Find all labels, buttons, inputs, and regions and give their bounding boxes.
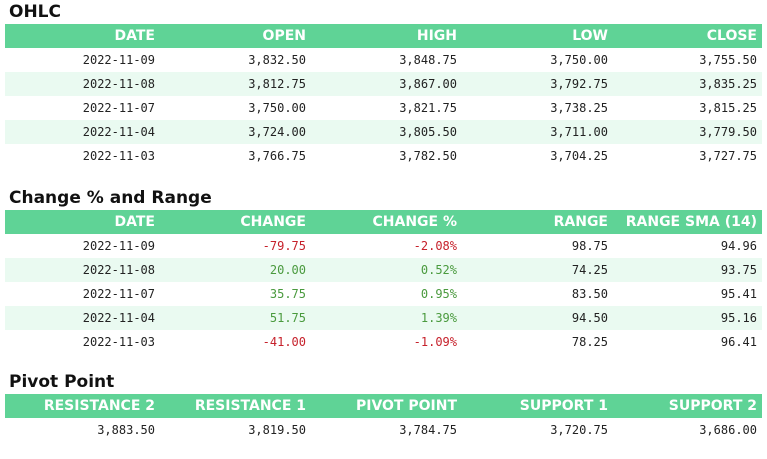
change-header-change: CHANGE (160, 210, 311, 234)
table-row: 2022-11-03 -41.00 -1.09% 78.25 96.41 (5, 330, 762, 354)
pivot-header-row: RESISTANCE 2 RESISTANCE 1 PIVOT POINT SU… (5, 394, 762, 418)
change-cell-date: 2022-11-07 (82, 287, 155, 301)
pivot-cell-support-2: 3,686.00 (699, 423, 757, 437)
change-cell-change-pct: -1.09% (413, 335, 457, 349)
pivot-header-resistance-1: RESISTANCE 1 (160, 394, 311, 418)
change-cell-date: 2022-11-09 (82, 239, 155, 253)
change-cell-range: 94.50 (462, 306, 613, 330)
change-cell-range-sma: 95.41 (720, 287, 757, 301)
ohlc-cell-low: 3,750.00 (550, 53, 608, 67)
change-cell-change-pct: -2.08% (413, 239, 457, 253)
pivot-cell-resistance-2: 3,883.50 (97, 423, 155, 437)
change-cell-date: 2022-11-04 (5, 306, 160, 330)
ohlc-header-date: DATE (5, 24, 160, 48)
table-row: 2022-11-04 3,724.00 3,805.50 3,711.00 3,… (5, 120, 762, 144)
pivot-cell-support-1: 3,720.75 (550, 423, 608, 437)
ohlc-cell-close: 3,727.75 (699, 149, 757, 163)
ohlc-header-row: DATE OPEN HIGH LOW CLOSE (5, 24, 762, 48)
ohlc-cell-open: 3,766.75 (248, 149, 306, 163)
change-cell-change-pct: 0.52% (311, 258, 462, 282)
table-row: 3,883.50 3,819.50 3,784.75 3,720.75 3,68… (5, 418, 762, 442)
pivot-cell-pivot-point: 3,784.75 (399, 423, 457, 437)
change-cell-date: 2022-11-03 (82, 335, 155, 349)
ohlc-cell-date: 2022-11-08 (5, 72, 160, 96)
ohlc-cell-high: 3,848.75 (399, 53, 457, 67)
ohlc-cell-open: 3,832.50 (248, 53, 306, 67)
ohlc-title: OHLC (9, 2, 61, 22)
table-row: 2022-11-08 20.00 0.52% 74.25 93.75 (5, 258, 762, 282)
ohlc-cell-low: 3,711.00 (462, 120, 613, 144)
change-cell-range-sma: 94.96 (720, 239, 757, 253)
change-cell-change: 20.00 (160, 258, 311, 282)
ohlc-cell-close: 3,815.25 (699, 101, 757, 115)
change-cell-range-sma: 93.75 (613, 258, 762, 282)
pivot-header-resistance-2: RESISTANCE 2 (5, 394, 160, 418)
ohlc-cell-close: 3,779.50 (613, 120, 762, 144)
ohlc-cell-open: 3,812.75 (160, 72, 311, 96)
ohlc-cell-low: 3,704.25 (550, 149, 608, 163)
pivot-table: RESISTANCE 2 RESISTANCE 1 PIVOT POINT SU… (5, 394, 762, 442)
table-row: 2022-11-07 35.75 0.95% 83.50 95.41 (5, 282, 762, 306)
change-cell-range: 78.25 (571, 335, 608, 349)
change-header-change-pct: CHANGE % (311, 210, 462, 234)
change-header-row: DATE CHANGE CHANGE % RANGE RANGE SMA (14… (5, 210, 762, 234)
change-header-range-sma: RANGE SMA (14) (613, 210, 762, 234)
change-cell-change: 51.75 (160, 306, 311, 330)
ohlc-cell-date: 2022-11-09 (82, 53, 155, 67)
ohlc-header-close: CLOSE (613, 24, 762, 48)
pivot-header-support-2: SUPPORT 2 (613, 394, 762, 418)
change-cell-range-sma: 95.16 (613, 306, 762, 330)
change-table: DATE CHANGE CHANGE % RANGE RANGE SMA (14… (5, 210, 762, 354)
ohlc-section: OHLC DATE OPEN HIGH LOW CLOSE 2022-11-09… (0, 0, 767, 168)
change-cell-range: 98.75 (571, 239, 608, 253)
ohlc-cell-high: 3,805.50 (311, 120, 462, 144)
ohlc-cell-high: 3,821.75 (399, 101, 457, 115)
table-row: 2022-11-03 3,766.75 3,782.50 3,704.25 3,… (5, 144, 762, 168)
ohlc-table: DATE OPEN HIGH LOW CLOSE 2022-11-09 3,83… (5, 24, 762, 168)
pivot-cell-resistance-1: 3,819.50 (248, 423, 306, 437)
change-cell-change-pct: 1.39% (311, 306, 462, 330)
table-row: 2022-11-09 3,832.50 3,848.75 3,750.00 3,… (5, 48, 762, 72)
change-section: Change % and Range DATE CHANGE CHANGE % … (0, 186, 767, 354)
pivot-section: Pivot Point RESISTANCE 2 RESISTANCE 1 PI… (0, 370, 767, 442)
change-cell-change-pct: 0.95% (420, 287, 457, 301)
change-header-date: DATE (5, 210, 160, 234)
table-row: 2022-11-08 3,812.75 3,867.00 3,792.75 3,… (5, 72, 762, 96)
ohlc-cell-open: 3,724.00 (160, 120, 311, 144)
table-row: 2022-11-04 51.75 1.39% 94.50 95.16 (5, 306, 762, 330)
ohlc-header-open: OPEN (160, 24, 311, 48)
ohlc-header-high: HIGH (311, 24, 462, 48)
change-cell-change: -79.75 (262, 239, 306, 253)
pivot-title: Pivot Point (9, 372, 115, 392)
ohlc-cell-low: 3,792.75 (462, 72, 613, 96)
change-cell-range: 74.25 (462, 258, 613, 282)
ohlc-cell-close: 3,755.50 (699, 53, 757, 67)
ohlc-cell-high: 3,782.50 (399, 149, 457, 163)
change-cell-range-sma: 96.41 (720, 335, 757, 349)
change-header-range: RANGE (462, 210, 613, 234)
ohlc-cell-date: 2022-11-07 (82, 101, 155, 115)
pivot-header-pivot-point: PIVOT POINT (311, 394, 462, 418)
ohlc-header-low: LOW (462, 24, 613, 48)
pivot-header-support-1: SUPPORT 1 (462, 394, 613, 418)
change-cell-date: 2022-11-08 (5, 258, 160, 282)
change-cell-range: 83.50 (571, 287, 608, 301)
change-cell-change: 35.75 (269, 287, 306, 301)
ohlc-cell-open: 3,750.00 (248, 101, 306, 115)
ohlc-cell-high: 3,867.00 (311, 72, 462, 96)
ohlc-cell-close: 3,835.25 (613, 72, 762, 96)
table-row: 2022-11-07 3,750.00 3,821.75 3,738.25 3,… (5, 96, 762, 120)
table-row: 2022-11-09 -79.75 -2.08% 98.75 94.96 (5, 234, 762, 258)
change-cell-change: -41.00 (262, 335, 306, 349)
change-title: Change % and Range (9, 188, 212, 208)
ohlc-cell-low: 3,738.25 (550, 101, 608, 115)
ohlc-cell-date: 2022-11-03 (82, 149, 155, 163)
ohlc-cell-date: 2022-11-04 (5, 120, 160, 144)
